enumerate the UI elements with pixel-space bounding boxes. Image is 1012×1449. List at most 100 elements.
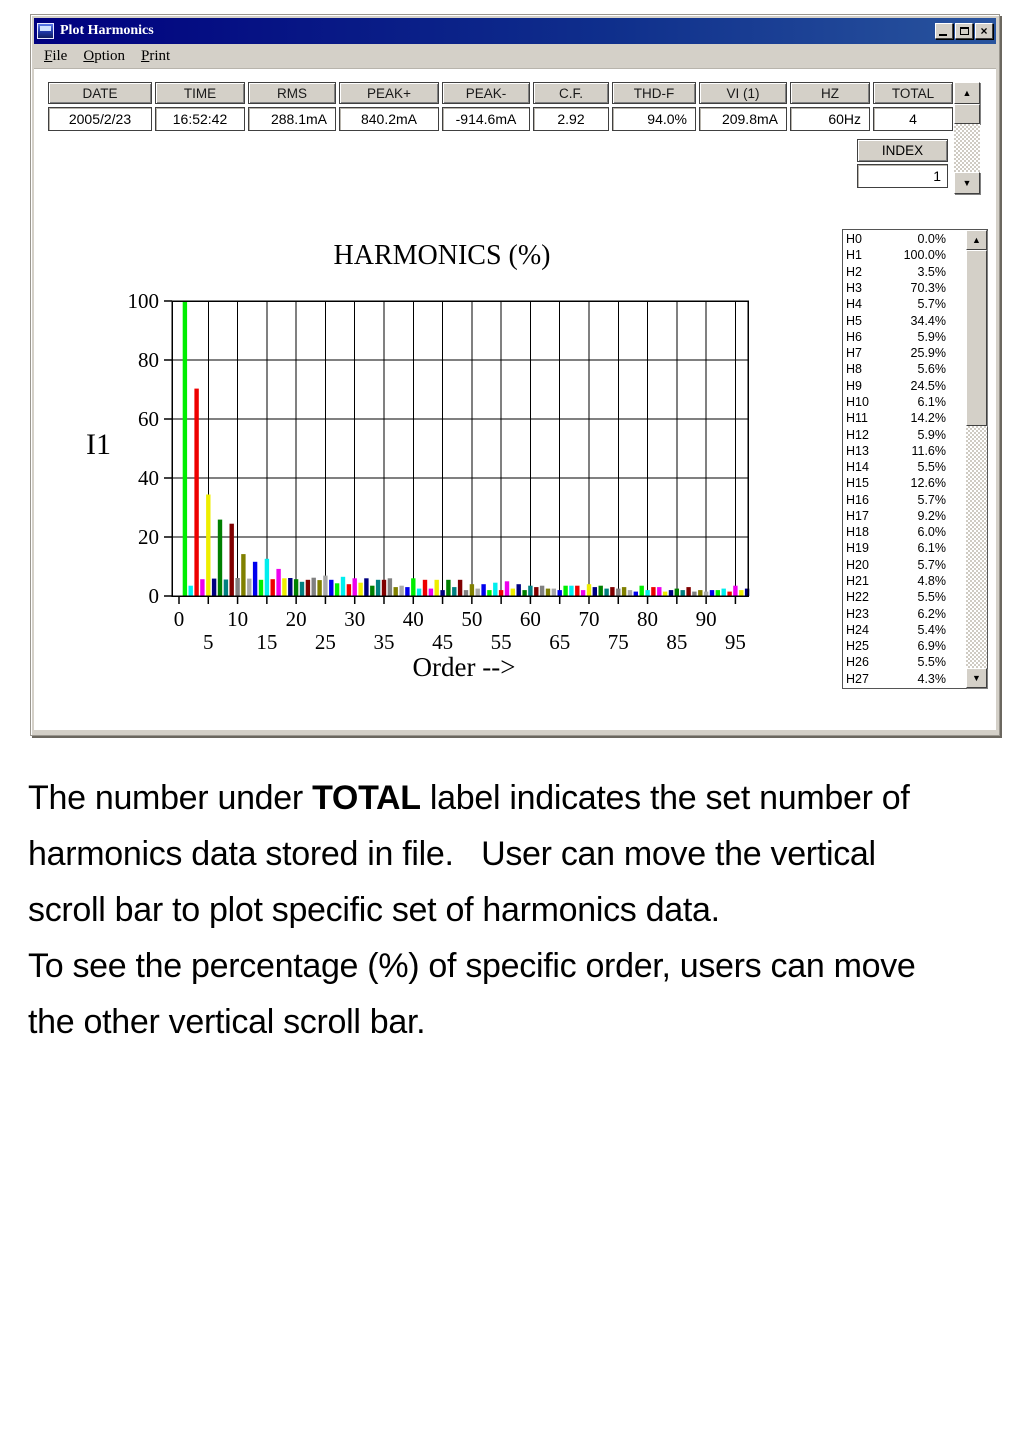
harmonics-list-item: H27 4.3% [846, 671, 964, 687]
harmonic-order-label: H22 [846, 590, 869, 605]
harmonic-order-label: H25 [846, 639, 869, 654]
harmonics-list-item: H7 25.9% [846, 345, 964, 361]
table-value-cell: 60Hz [790, 107, 870, 131]
harmonics-list-item: H22 5.5% [846, 589, 964, 605]
harmonics-scroll-down-button[interactable]: ▼ [966, 668, 987, 688]
svg-text:95: 95 [725, 630, 746, 654]
menu-print[interactable]: Print [135, 46, 180, 67]
harmonic-percent-value: 70.3% [910, 280, 946, 295]
svg-text:40: 40 [403, 607, 424, 631]
harmonic-percent-value: 14.2% [910, 411, 946, 426]
table-value-cell: -914.6mA [442, 107, 530, 131]
harmonic-order-label: H11 [846, 411, 869, 426]
measurement-table-headers: DATE TIME RMS PEAK+ PEAK- C.F. THD-F VI (1) HZ TO… [48, 82, 953, 104]
harmonic-percent-value: 5.7% [917, 297, 947, 312]
harmonics-scrollbar-track[interactable] [966, 426, 987, 668]
measurement-table-values: 2005/2/23 16:52:42 288.1mA 840.2mA -914.6mA 2… [48, 107, 953, 131]
caption-line-1-post: label indicates the set number of [420, 779, 910, 817]
harmonic-order-label: H7 [846, 346, 862, 361]
table-header-cell: THD-F [612, 82, 696, 104]
harmonics-chart-svg: 0 20 40 60 80 100 0 10 20 30 40 50 60 70 80 90 5 15 25 35 45… [86, 240, 750, 682]
chart-ylabel: I1 [86, 428, 111, 461]
harmonics-scrollbar-thumb[interactable] [966, 250, 987, 426]
caption-text: The number under TOTAL label indicates t… [28, 770, 1012, 1050]
harmonics-scroll-up-button[interactable]: ▲ [966, 230, 987, 250]
harmonic-percent-value: 6.9% [917, 639, 947, 654]
table-header-cell: HZ [790, 82, 870, 104]
maximize-button[interactable] [955, 23, 973, 39]
harmonics-list-item: H15 12.6% [846, 475, 964, 491]
svg-text:25: 25 [315, 630, 336, 654]
harmonic-order-label: H26 [846, 655, 869, 670]
menu-option[interactable]: Option [77, 46, 135, 67]
harmonic-order-label: H15 [846, 476, 869, 491]
svg-text:80: 80 [637, 607, 658, 631]
harmonic-order-label: H4 [846, 297, 862, 312]
minimize-button[interactable] [935, 23, 953, 39]
harmonic-percent-value: 34.4% [910, 313, 946, 328]
harmonics-list-item: H16 5.7% [846, 492, 964, 508]
table-header-cell: PEAK+ [339, 82, 439, 104]
harmonic-percent-value: 12.6% [910, 476, 946, 491]
svg-text:70: 70 [578, 607, 599, 631]
harmonic-percent-value: 5.9% [917, 329, 947, 344]
harmonic-percent-value: 4.3% [917, 671, 947, 686]
harmonic-order-label: H5 [846, 313, 862, 328]
harmonic-percent-value: 0.0% [917, 232, 947, 247]
caption-total-bold: TOTAL [312, 779, 421, 817]
table-header-cell: TOTAL [873, 82, 953, 104]
harmonic-order-label: H27 [846, 671, 869, 686]
harmonic-order-label: H1 [846, 248, 862, 263]
svg-text:45: 45 [432, 630, 453, 654]
record-scrollbar-thumb[interactable] [954, 104, 980, 124]
harmonic-percent-value: 5.7% [917, 557, 947, 572]
harmonic-percent-value: 25.9% [910, 346, 946, 361]
svg-text:0: 0 [149, 584, 160, 608]
harmonics-list-item: H8 5.6% [846, 361, 964, 377]
menu-file[interactable]: File [38, 46, 77, 67]
table-value-cell: 2005/2/23 [48, 107, 152, 131]
table-value-cell: 94.0% [612, 107, 696, 131]
caption-line-1: The number under TOTAL label indicates t… [28, 770, 1012, 826]
harmonics-list-box: H0 0.0% H1 100.0% H2 3.5% H3 70.3% H4 5.7% H5 34.4%… [842, 229, 988, 689]
menu-option-label-rest: ption [94, 47, 126, 64]
harmonic-percent-value: 24.5% [910, 378, 946, 393]
harmonic-percent-value: 5.9% [917, 427, 947, 442]
table-header-cell: VI (1) [699, 82, 787, 104]
harmonics-list-item: H10 6.1% [846, 394, 964, 410]
table-header-cell: DATE [48, 82, 152, 104]
index-value-field[interactable]: 1 [857, 164, 948, 188]
menu-print-label: P [141, 47, 150, 64]
record-scrollbar-track[interactable] [954, 124, 980, 172]
harmonic-percent-value: 6.1% [917, 541, 947, 556]
svg-text:30: 30 [344, 607, 365, 631]
app-icon [37, 23, 54, 39]
menu-print-label-rest: rint [149, 47, 171, 64]
svg-text:5: 5 [203, 630, 214, 654]
harmonic-percent-value: 11.6% [911, 443, 946, 458]
table-value-cell: 288.1mA [248, 107, 336, 131]
harmonic-order-label: H10 [846, 394, 869, 409]
record-scroll-up-button[interactable]: ▲ [954, 82, 980, 104]
harmonic-percent-value: 5.5% [917, 460, 947, 475]
up-arrow-icon: ▲ [962, 88, 972, 98]
harmonic-percent-value: 4.8% [917, 574, 947, 589]
window-controls: × [935, 23, 993, 39]
harmonic-percent-value: 5.4% [917, 622, 947, 637]
close-button[interactable]: × [975, 23, 993, 39]
harmonics-list-item: H2 3.5% [846, 264, 964, 280]
window-title: Plot Harmonics [60, 23, 154, 38]
index-label: INDEX [857, 139, 948, 162]
svg-text:20: 20 [286, 607, 307, 631]
table-header-cell: C.F. [533, 82, 609, 104]
svg-text:50: 50 [461, 607, 482, 631]
harmonic-order-label: H12 [846, 427, 869, 442]
menu-file-label-rest: ile [52, 47, 68, 64]
record-scroll-down-button[interactable]: ▼ [954, 172, 980, 194]
harmonic-order-label: H8 [846, 362, 862, 377]
harmonics-list-item: H24 5.4% [846, 622, 964, 638]
svg-text:100: 100 [128, 289, 160, 313]
harmonics-list-item: H18 6.0% [846, 524, 964, 540]
harmonic-order-label: H0 [846, 232, 862, 247]
harmonics-list-item: H21 4.8% [846, 573, 964, 589]
